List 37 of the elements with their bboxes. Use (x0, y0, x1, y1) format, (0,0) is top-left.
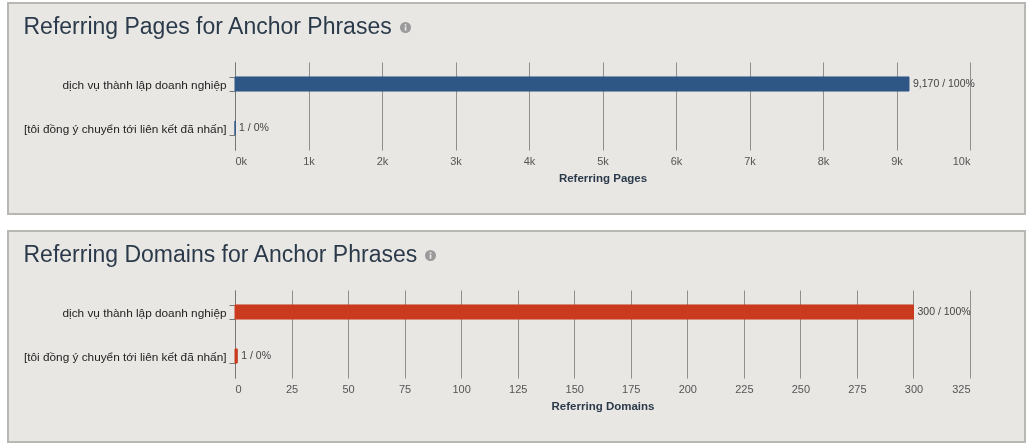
x-tick-label: 275 (848, 382, 867, 395)
y-tick-label: dịch vụ thành lập doanh nghiệp (62, 305, 227, 320)
x-tick-label: 2k (376, 154, 389, 167)
x-tick-label: 1k (303, 154, 316, 167)
x-tick-label: 0 (235, 382, 242, 395)
x-tick-label: 175 (622, 382, 641, 395)
x-tick-label: 25 (285, 382, 299, 395)
data-label: 1 / 0% (241, 349, 272, 361)
x-axis-title: Referring Pages (558, 171, 648, 184)
x-tick-label: 100 (452, 382, 471, 395)
x-tick-label: 325 (952, 382, 971, 395)
y-tick-label: [tôi đồng ý chuyển tới liên kết đã nhấn] (23, 121, 227, 136)
y-tick-label: dịch vụ thành lập doanh nghiệp (62, 77, 227, 92)
x-tick-label: 75 (398, 382, 412, 395)
x-tick-label: 4k (523, 154, 536, 167)
data-label: 300 / 100% (917, 305, 971, 317)
x-tick-label: 125 (509, 382, 528, 395)
x-tick-label: 3k (450, 154, 463, 167)
x-tick-label: 7k (744, 154, 757, 167)
x-tick-label: 200 (678, 382, 697, 395)
x-tick-label: 50 (342, 382, 355, 395)
x-tick-label: 9k (891, 154, 904, 167)
x-tick-label: 8k (817, 154, 830, 167)
x-tick-label: 150 (565, 382, 584, 395)
chart-title: Referring Domains for Anchor Phrases (23, 241, 418, 267)
x-tick-label: 0k (235, 154, 248, 167)
x-tick-label: 10k (952, 154, 971, 167)
chart-title: Referring Pages for Anchor Phrases (23, 13, 392, 39)
x-tick-label: 225 (735, 382, 754, 395)
x-tick-label: 250 (791, 382, 811, 395)
x-axis-title: Referring Domains (551, 399, 655, 412)
data-label: 9,170 / 100% (912, 77, 975, 89)
x-tick-label: 6k (670, 154, 683, 167)
x-tick-label: 5k (597, 154, 610, 167)
y-tick-label: [tôi đồng ý chuyển tới liên kết đã nhấn] (23, 349, 227, 364)
data-label: 1 / 0% (239, 121, 269, 133)
x-tick-label: 300 (904, 382, 924, 395)
